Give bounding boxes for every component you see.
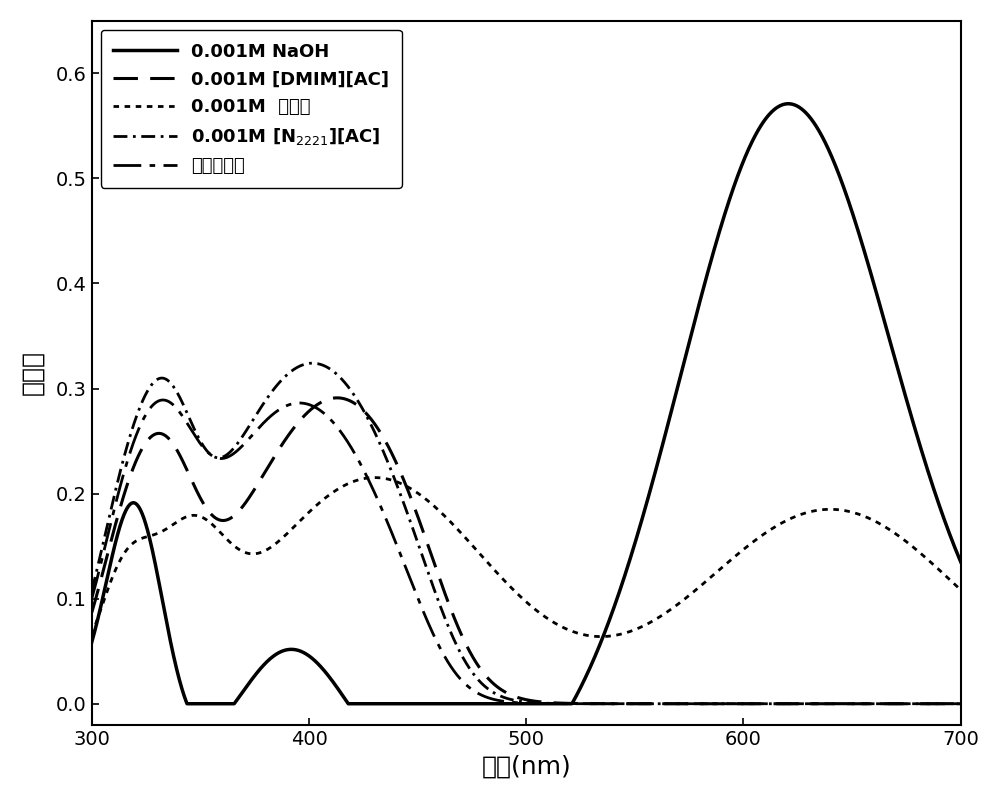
0.001M  三乙胺	[509, 586, 521, 596]
0.001M [N$_{2221}$][AC]	[509, 696, 521, 706]
溴百里酚蓝	[955, 699, 967, 709]
0.001M NaOH	[930, 491, 942, 500]
0.001M NaOH	[770, 103, 782, 113]
溴百里酚蓝	[86, 594, 98, 603]
溴百里酚蓝	[770, 699, 782, 709]
0.001M  三乙胺	[930, 562, 942, 572]
0.001M  三乙胺	[595, 632, 607, 642]
0.001M  三乙胺	[86, 630, 98, 639]
溴百里酚蓝	[930, 699, 942, 709]
0.001M [DMIM][AC]	[130, 456, 142, 466]
溴百里酚蓝	[509, 698, 521, 707]
0.001M [N$_{2221}$][AC]	[306, 359, 318, 368]
0.001M [DMIM][AC]	[955, 699, 967, 709]
0.001M [N$_{2221}$][AC]	[770, 699, 782, 709]
0.001M [DMIM][AC]	[509, 692, 521, 702]
0.001M [N$_{2221}$][AC]	[955, 699, 967, 709]
X-axis label: 波长(nm): 波长(nm)	[481, 754, 571, 778]
0.001M [DMIM][AC]	[930, 699, 942, 709]
0.001M  三乙胺	[955, 585, 967, 594]
0.001M [N$_{2221}$][AC]	[930, 699, 942, 709]
Line: 0.001M [N$_{2221}$][AC]: 0.001M [N$_{2221}$][AC]	[92, 364, 961, 704]
溴百里酚蓝	[930, 699, 942, 709]
溴百里酚蓝	[130, 431, 142, 440]
0.001M NaOH	[181, 699, 193, 709]
Y-axis label: 吸光度: 吸光度	[21, 350, 45, 396]
0.001M [DMIM][AC]	[930, 699, 942, 709]
Line: 溴百里酚蓝: 溴百里酚蓝	[92, 400, 961, 704]
0.001M  三乙胺	[369, 473, 381, 483]
0.001M NaOH	[509, 699, 521, 709]
0.001M [N$_{2221}$][AC]	[930, 699, 942, 709]
Line: 0.001M  三乙胺: 0.001M 三乙胺	[92, 478, 961, 637]
0.001M NaOH	[86, 637, 98, 646]
0.001M NaOH	[486, 699, 498, 709]
0.001M [N$_{2221}$][AC]	[130, 412, 142, 422]
0.001M  三乙胺	[771, 521, 783, 531]
0.001M  三乙胺	[486, 562, 498, 572]
0.001M [N$_{2221}$][AC]	[486, 686, 498, 696]
0.001M  三乙胺	[130, 536, 142, 546]
Legend: 0.001M NaOH, 0.001M [DMIM][AC], 0.001M  三乙胺, 0.001M [N$_{2221}$][AC], 溴百里酚蓝: 0.001M NaOH, 0.001M [DMIM][AC], 0.001M 三…	[101, 30, 402, 188]
Line: 0.001M NaOH: 0.001M NaOH	[92, 104, 961, 704]
0.001M [DMIM][AC]	[770, 699, 782, 709]
0.001M [N$_{2221}$][AC]	[86, 586, 98, 595]
0.001M [DMIM][AC]	[86, 607, 98, 617]
0.001M [DMIM][AC]	[331, 393, 343, 403]
0.001M  三乙胺	[930, 562, 942, 572]
溴百里酚蓝	[157, 396, 169, 405]
0.001M NaOH	[130, 499, 142, 509]
0.001M [DMIM][AC]	[486, 678, 498, 687]
溴百里酚蓝	[486, 694, 498, 704]
0.001M NaOH	[930, 492, 942, 502]
0.001M NaOH	[782, 99, 794, 109]
0.001M NaOH	[955, 557, 967, 566]
Line: 0.001M [DMIM][AC]: 0.001M [DMIM][AC]	[92, 398, 961, 704]
